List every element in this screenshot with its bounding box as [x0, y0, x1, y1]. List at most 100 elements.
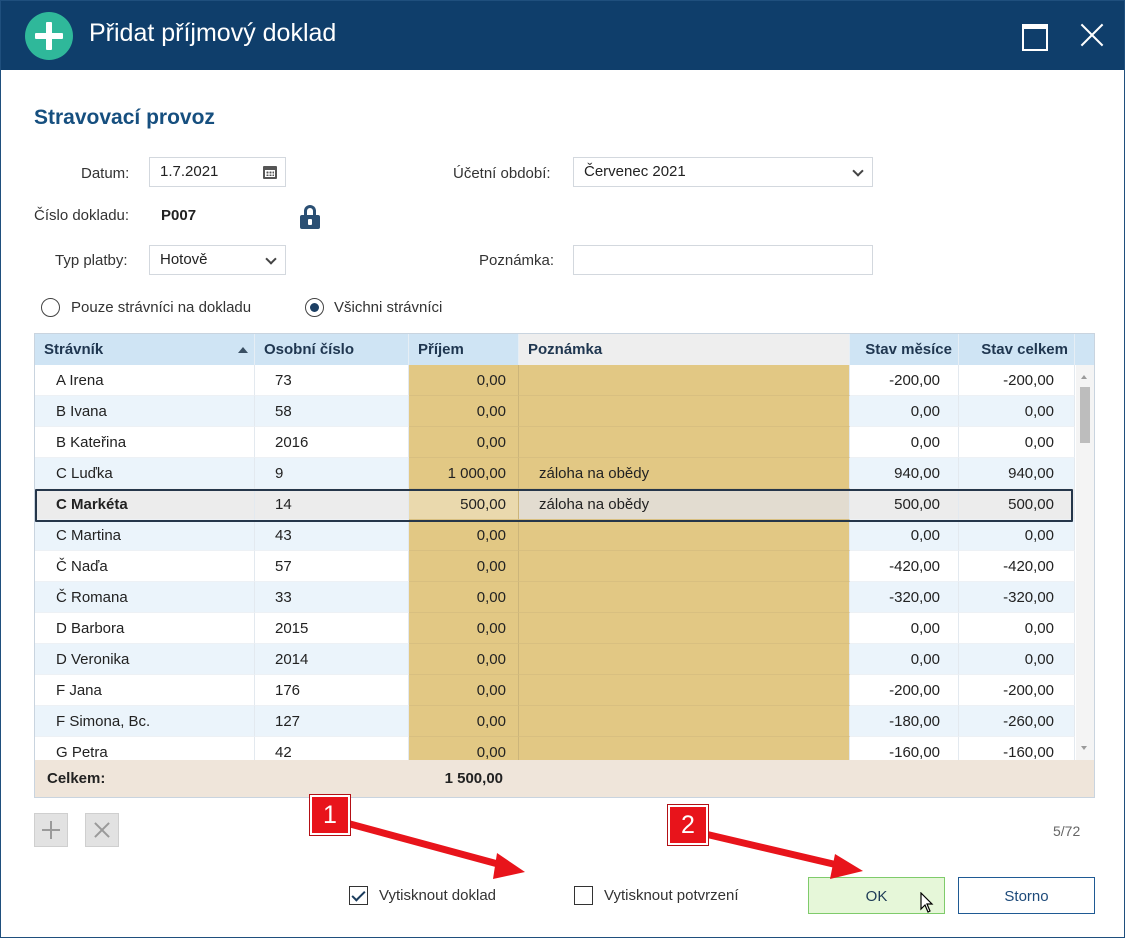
cell-prijem[interactable]: 0,00: [409, 737, 519, 760]
note-input[interactable]: [584, 247, 872, 273]
cell-prijem[interactable]: 0,00: [409, 551, 519, 582]
calendar-icon[interactable]: [263, 166, 277, 179]
cancel-button[interactable]: Storno: [958, 877, 1095, 914]
cell-name: A Irena: [35, 365, 255, 396]
radio-only-on-document-label[interactable]: Pouze strávníci na dokladu: [71, 299, 252, 316]
table-row[interactable]: Č Romana 33 0,00 -320,00 -320,00: [35, 582, 1075, 613]
col-header-poznamka[interactable]: Poznámka: [519, 334, 850, 365]
cell-stav-celkem: -420,00: [959, 551, 1075, 582]
cell-prijem[interactable]: 0,00: [409, 613, 519, 644]
cell-stav-mesice: 0,00: [850, 613, 959, 644]
cell-prijem[interactable]: 0,00: [409, 706, 519, 737]
print-confirmation-label[interactable]: Vytisknout potvrzení: [604, 887, 739, 904]
period-select[interactable]: Červenec 2021: [573, 157, 873, 187]
payment-type-select[interactable]: Hotově: [149, 245, 286, 275]
cell-poznamka[interactable]: [519, 706, 850, 737]
table-row[interactable]: C Luďka 9 1 000,00 záloha na obědy 940,00 940…: [35, 458, 1075, 489]
maximize-button[interactable]: [1018, 19, 1050, 51]
cell-osobni: 33: [255, 582, 409, 613]
cell-name: B Ivana: [35, 396, 255, 427]
col-header-stravnik[interactable]: Strávník: [35, 334, 255, 365]
cell-prijem[interactable]: 0,00: [409, 644, 519, 675]
annotation-arrowhead-1: [493, 853, 525, 879]
table-row[interactable]: B Ivana 58 0,00 0,00 0,00: [35, 396, 1075, 427]
window-title: Přidat příjmový doklad: [89, 19, 337, 47]
col-header-stav-celkem[interactable]: Stav celkem: [959, 334, 1075, 365]
date-field[interactable]: 1.7.2021: [149, 157, 286, 187]
cell-prijem[interactable]: 0,00: [409, 365, 519, 396]
col-header-stav-mesice[interactable]: Stav měsíce: [850, 334, 959, 365]
cell-poznamka[interactable]: [519, 737, 850, 760]
vertical-scrollbar[interactable]: [1076, 365, 1094, 760]
cell-stav-mesice: -420,00: [850, 551, 959, 582]
cell-poznamka[interactable]: [519, 613, 850, 644]
record-counter: 5/72: [1053, 823, 1081, 839]
table-row[interactable]: D Veronika 2014 0,00 0,00 0,00: [35, 644, 1075, 675]
datum-label: Datum:: [81, 165, 130, 182]
cell-prijem[interactable]: 0,00: [409, 520, 519, 551]
note-field[interactable]: [573, 245, 873, 275]
cell-poznamka[interactable]: záloha na obědy: [519, 458, 850, 489]
cell-stav-mesice: -160,00: [850, 737, 959, 760]
cell-osobni: 73: [255, 365, 409, 396]
table-row[interactable]: C Martina 43 0,00 0,00 0,00: [35, 520, 1075, 551]
table-row[interactable]: F Simona, Bc. 127 0,00 -180,00 -260,00: [35, 706, 1075, 737]
cell-poznamka[interactable]: [519, 582, 850, 613]
scroll-down-icon[interactable]: [1081, 746, 1087, 750]
cell-prijem[interactable]: 0,00: [409, 675, 519, 706]
table-row[interactable]: Č Naďa 57 0,00 -420,00 -420,00: [35, 551, 1075, 582]
cell-poznamka[interactable]: záloha na obědy: [519, 489, 850, 520]
scrollbar-thumb[interactable]: [1080, 387, 1090, 443]
cell-stav-celkem: 0,00: [959, 396, 1075, 427]
table-row[interactable]: A Irena 73 0,00 -200,00 -200,00: [35, 365, 1075, 396]
cell-name: C Martina: [35, 520, 255, 551]
cell-stav-mesice: -180,00: [850, 706, 959, 737]
cell-osobni: 57: [255, 551, 409, 582]
table-row[interactable]: F Jana 176 0,00 -200,00 -200,00: [35, 675, 1075, 706]
cell-prijem[interactable]: 0,00: [409, 396, 519, 427]
table-row[interactable]: D Barbora 2015 0,00 0,00 0,00: [35, 613, 1075, 644]
table-row[interactable]: G Petra 42 0,00 -160,00 -160,00: [35, 737, 1075, 760]
table-row[interactable]: C Markéta 14 500,00 záloha na obědy 500,00 50…: [35, 489, 1075, 520]
cell-name: D Veronika: [35, 644, 255, 675]
cell-poznamka[interactable]: [519, 551, 850, 582]
print-document-checkbox[interactable]: [349, 886, 368, 905]
cell-stav-mesice: 0,00: [850, 396, 959, 427]
cell-poznamka[interactable]: [519, 675, 850, 706]
cell-osobni: 2015: [255, 613, 409, 644]
cell-poznamka[interactable]: [519, 520, 850, 551]
cell-prijem[interactable]: 0,00: [409, 582, 519, 613]
cell-poznamka[interactable]: [519, 427, 850, 458]
cell-osobni: 14: [255, 489, 409, 520]
lock-icon[interactable]: [300, 205, 320, 229]
cell-name: G Petra: [35, 737, 255, 760]
title-bar: Přidat příjmový doklad: [1, 1, 1124, 70]
print-confirmation-checkbox[interactable]: [574, 886, 593, 905]
cell-poznamka[interactable]: [519, 396, 850, 427]
typ-platby-label: Typ platby:: [55, 252, 128, 269]
add-row-button[interactable]: [34, 813, 68, 847]
col-header-osobni[interactable]: Osobní číslo: [255, 334, 409, 365]
annotation-arrowhead-2: [830, 854, 863, 879]
scroll-up-icon[interactable]: [1081, 375, 1087, 379]
radio-only-on-document[interactable]: [41, 298, 60, 317]
col-header-prijem[interactable]: Příjem: [409, 334, 519, 365]
close-button[interactable]: [1076, 19, 1108, 51]
radio-all-diners[interactable]: [305, 298, 324, 317]
cell-prijem[interactable]: 1 000,00: [409, 458, 519, 489]
cell-prijem[interactable]: 500,00: [409, 489, 519, 520]
print-document-label[interactable]: Vytisknout doklad: [379, 887, 497, 904]
cell-poznamka[interactable]: [519, 365, 850, 396]
table-row[interactable]: B Kateřina 2016 0,00 0,00 0,00: [35, 427, 1075, 458]
chevron-down-icon: [265, 253, 277, 265]
cell-prijem[interactable]: 0,00: [409, 427, 519, 458]
delete-row-button[interactable]: [85, 813, 119, 847]
total-value: 1 500,00: [444, 770, 503, 787]
cell-osobni: 58: [255, 396, 409, 427]
radio-all-diners-label[interactable]: Všichni strávníci: [334, 299, 443, 316]
cell-poznamka[interactable]: [519, 644, 850, 675]
cell-osobni: 43: [255, 520, 409, 551]
cell-stav-celkem: -200,00: [959, 365, 1075, 396]
poznamka-label: Poznámka:: [479, 252, 555, 269]
cell-name: B Kateřina: [35, 427, 255, 458]
